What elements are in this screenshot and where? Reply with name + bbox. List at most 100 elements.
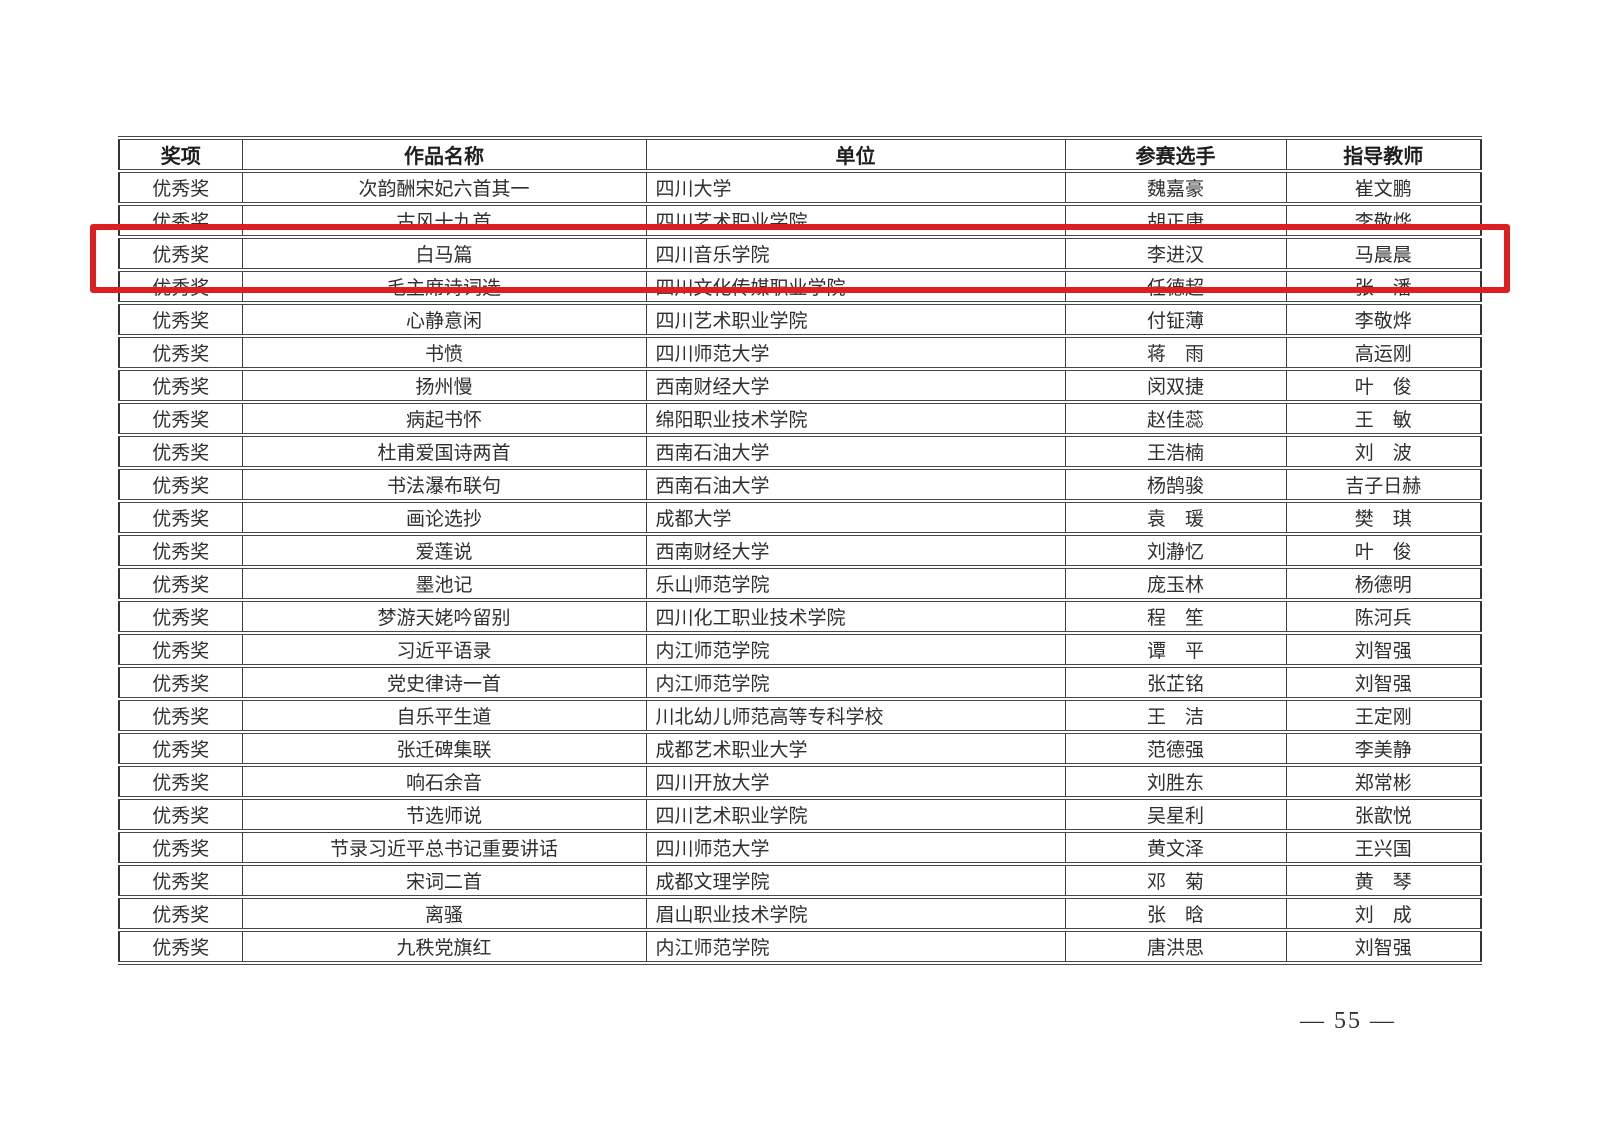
contestant-cell: 张芷铭 <box>1064 664 1287 701</box>
award-cell: 优秀奖 <box>118 631 243 668</box>
work-cell: 古风十九首 <box>241 202 647 239</box>
unit-cell: 西南财经大学 <box>645 532 1066 569</box>
award-cell: 优秀奖 <box>118 532 243 569</box>
teacher-cell: 王 敏 <box>1285 400 1482 437</box>
award-cell: 优秀奖 <box>118 367 243 404</box>
column-header-teacher: 指导教师 <box>1285 136 1482 173</box>
award-cell: 优秀奖 <box>118 829 243 866</box>
work-cell: 书愤 <box>241 334 647 371</box>
unit-cell: 成都大学 <box>645 499 1066 536</box>
award-cell: 优秀奖 <box>118 499 243 536</box>
unit-cell: 四川艺术职业学院 <box>645 301 1066 338</box>
teacher-cell: 刘智强 <box>1285 664 1482 701</box>
table-row: 优秀奖 墨池记 乐山师范学院 庞玉林 杨德明 <box>118 565 1482 602</box>
contestant-cell: 程 笙 <box>1064 598 1287 635</box>
teacher-cell: 王兴国 <box>1285 829 1482 866</box>
teacher-cell: 郑常彬 <box>1285 763 1482 800</box>
contestant-cell: 刘瀞忆 <box>1064 532 1287 569</box>
table-row: 优秀奖 响石余音 四川开放大学 刘胜东 郑常彬 <box>118 763 1482 800</box>
teacher-cell: 刘智强 <box>1285 631 1482 668</box>
contestant-cell: 庞玉林 <box>1064 565 1287 602</box>
unit-cell: 四川化工职业技术学院 <box>645 598 1066 635</box>
table-row: 优秀奖 白马篇 四川音乐学院 李进汉 马晨晨 <box>118 235 1482 272</box>
contestant-cell: 任德超 <box>1064 268 1287 305</box>
contestant-cell: 张 晗 <box>1064 895 1287 932</box>
unit-cell: 四川文化传媒职业学院 <box>645 268 1066 305</box>
award-cell: 优秀奖 <box>118 862 243 899</box>
table-row: 优秀奖 离骚 眉山职业技术学院张 晗刘 成 <box>118 895 1482 932</box>
table-row: 优秀奖 自乐平生道 川北幼儿师范高等专科学校王 洁王定刚 <box>118 697 1482 734</box>
teacher-cell: 马晨晨 <box>1285 235 1482 272</box>
column-header-contestant: 参赛选手 <box>1064 136 1287 173</box>
award-cell: 优秀奖 <box>118 433 243 470</box>
teacher-cell: 李敬烨 <box>1285 301 1482 338</box>
award-cell: 优秀奖 <box>118 565 243 602</box>
unit-cell: 内江师范学院 <box>645 664 1066 701</box>
table-body: 优秀奖 次韵酬宋妃六首其一 四川大学 魏嘉豪 崔文鹏 优秀奖 古风十九首 四川艺术职业学院 胡正… <box>118 169 1482 965</box>
table-row: 优秀奖 扬州慢 西南财经大学 闵双捷叶 俊 <box>118 367 1482 404</box>
teacher-cell: 李敬烨 <box>1285 202 1482 239</box>
table-row: 优秀奖 次韵酬宋妃六首其一 四川大学 魏嘉豪 崔文鹏 <box>118 169 1482 206</box>
work-cell: 张迁碑集联 <box>241 730 647 767</box>
work-cell: 毛主席诗词选 <box>241 268 647 305</box>
unit-cell: 成都艺术职业大学 <box>645 730 1066 767</box>
unit-cell: 西南财经大学 <box>645 367 1066 404</box>
unit-cell: 四川大学 <box>645 169 1066 206</box>
contestant-cell: 谭 平 <box>1064 631 1287 668</box>
table-row: 优秀奖 节录习近平总书记重要讲话 四川师范大学 黄文泽 王兴国 <box>118 829 1482 866</box>
unit-cell: 眉山职业技术学院 <box>645 895 1066 932</box>
contestant-cell: 黄文泽 <box>1064 829 1287 866</box>
unit-cell: 西南石油大学 <box>645 433 1066 470</box>
teacher-cell: 王定刚 <box>1285 697 1482 734</box>
award-cell: 优秀奖 <box>118 301 243 338</box>
unit-cell: 内江师范学院 <box>645 631 1066 668</box>
work-cell: 画论选抄 <box>241 499 647 536</box>
work-cell: 九秩党旗红 <box>241 928 647 965</box>
contestant-cell: 李进汉 <box>1064 235 1287 272</box>
unit-cell: 四川师范大学 <box>645 829 1066 866</box>
unit-cell: 成都文理学院 <box>645 862 1066 899</box>
contestant-cell: 吴星利 <box>1064 796 1287 833</box>
work-cell: 节录习近平总书记重要讲话 <box>241 829 647 866</box>
table-row: 优秀奖 党史律诗一首 内江师范学院 张芷铭 刘智强 <box>118 664 1482 701</box>
award-cell: 优秀奖 <box>118 598 243 635</box>
contestant-cell: 胡正康 <box>1064 202 1287 239</box>
table-row: 优秀奖 毛主席诗词选 四川文化传媒职业学院 任德超张 潘 <box>118 268 1482 305</box>
contestant-cell: 袁 瑗 <box>1064 499 1287 536</box>
table-row: 优秀奖 杜甫爱国诗两首 西南石油大学 王浩楠刘 波 <box>118 433 1482 470</box>
unit-cell: 西南石油大学 <box>645 466 1066 503</box>
table-row: 优秀奖 书愤 四川师范大学蒋 雨高运刚 <box>118 334 1482 371</box>
work-cell: 党史律诗一首 <box>241 664 647 701</box>
work-cell: 爱莲说 <box>241 532 647 569</box>
table-row: 优秀奖 习近平语录 内江师范学院谭 平刘智强 <box>118 631 1482 668</box>
work-cell: 心静意闲 <box>241 301 647 338</box>
page-number: — 55 — <box>1300 1008 1396 1034</box>
unit-cell: 四川艺术职业学院 <box>645 796 1066 833</box>
column-header-work: 作品名称 <box>241 136 647 173</box>
work-cell: 扬州慢 <box>241 367 647 404</box>
work-cell: 响石余音 <box>241 763 647 800</box>
work-cell: 病起书怀 <box>241 400 647 437</box>
award-cell: 优秀奖 <box>118 169 243 206</box>
table-row: 优秀奖 九秩党旗红 内江师范学院 唐洪思 刘智强 <box>118 928 1482 965</box>
column-header-unit: 单位 <box>645 136 1066 173</box>
teacher-cell: 刘 波 <box>1285 433 1482 470</box>
work-cell: 离骚 <box>241 895 647 932</box>
unit-cell: 绵阳职业技术学院 <box>645 400 1066 437</box>
table-row: 优秀奖 画论选抄 成都大学袁 瑗樊 琪 <box>118 499 1482 536</box>
award-cell: 优秀奖 <box>118 928 243 965</box>
teacher-cell: 陈河兵 <box>1285 598 1482 635</box>
teacher-cell: 吉子日赫 <box>1285 466 1482 503</box>
teacher-cell: 黄 琴 <box>1285 862 1482 899</box>
work-cell: 自乐平生道 <box>241 697 647 734</box>
contestant-cell: 王 洁 <box>1064 697 1287 734</box>
contestant-cell: 付钲薄 <box>1064 301 1287 338</box>
award-cell: 优秀奖 <box>118 697 243 734</box>
unit-cell: 四川艺术职业学院 <box>645 202 1066 239</box>
contestant-cell: 魏嘉豪 <box>1064 169 1287 206</box>
unit-cell: 四川音乐学院 <box>645 235 1066 272</box>
teacher-cell: 张歆悦 <box>1285 796 1482 833</box>
teacher-cell: 张 潘 <box>1285 268 1482 305</box>
table-row: 优秀奖 心静意闲 四川艺术职业学院 付钲薄 李敬烨 <box>118 301 1482 338</box>
